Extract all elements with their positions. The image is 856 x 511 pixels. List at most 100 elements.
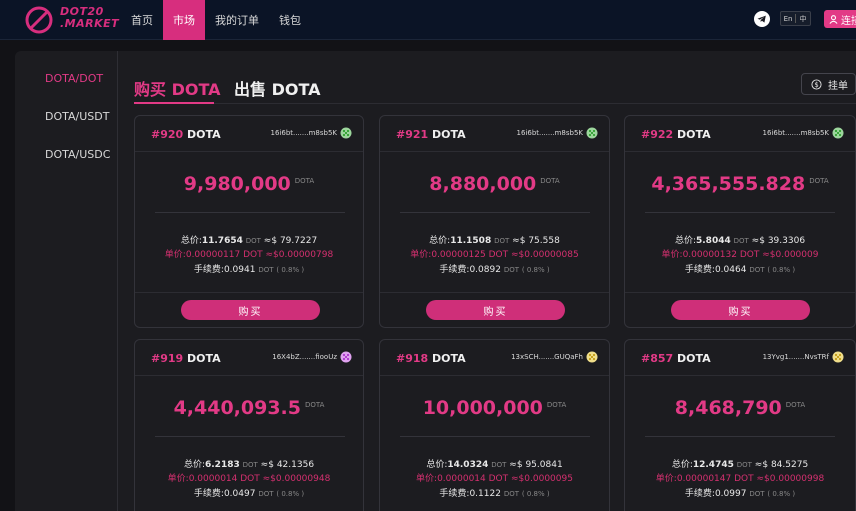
total-unit: DOT	[494, 237, 510, 245]
total-value: 12.4745	[692, 460, 734, 470]
fee-unit: DOT	[258, 266, 274, 274]
unit-price-unit: DOT	[739, 250, 760, 260]
amount-value: 8,468,790	[674, 397, 782, 419]
card-id: #922 DOTA	[641, 128, 711, 141]
nav-item-home[interactable]: 首页	[131, 14, 153, 27]
fee-value: 0.0464	[714, 265, 747, 275]
lang-en[interactable]: En	[783, 14, 793, 23]
card-header: #920 DOTA 16i6bt.......m8sb5K	[135, 116, 363, 152]
nav-item-wallet[interactable]: 钱包	[279, 14, 301, 27]
total-usd: 84.5275	[770, 460, 809, 470]
seller-address[interactable]: 16i6bt.......m8sb5K	[270, 129, 337, 137]
seller-address[interactable]: 13xSCH.......GUQaFh	[511, 353, 583, 361]
list-order-button[interactable]: $ 挂单	[801, 73, 856, 95]
total-label: 总价:	[674, 236, 696, 246]
total-label: 总价:	[671, 460, 693, 470]
card-divider	[645, 436, 835, 437]
tab-buy-dota[interactable]: 购买 DOTA	[134, 80, 221, 99]
unit-price-line: 单价:0.0000014 DOT ≈$0.00000948	[135, 471, 363, 484]
fee-rate: ( 0.8% )	[276, 490, 305, 498]
total-value: 6.2183	[205, 460, 240, 470]
card-header: #921 DOTA 16i6bt.......m8sb5K	[380, 116, 609, 152]
connect-wallet-button[interactable]: 连接	[824, 10, 856, 28]
unit-price-label: 单价:	[416, 474, 438, 484]
seller-address[interactable]: 16i6bt.......m8sb5K	[516, 129, 583, 137]
active-tab-indicator	[134, 102, 214, 104]
buy-button[interactable]: 购买	[181, 300, 320, 320]
lang-cn[interactable]: 中	[799, 14, 807, 23]
seller-avatar-icon	[586, 127, 598, 139]
total-label: 总价:	[180, 236, 202, 246]
lang-divider	[795, 14, 796, 23]
unit-price-approx: ≈$	[262, 474, 276, 484]
card-number: #921	[396, 128, 429, 141]
unit-price-usd: 0.00000998	[769, 474, 825, 484]
total-label: 总价:	[426, 460, 448, 470]
dot20-logo-icon[interactable]	[24, 5, 54, 35]
total-price-line: 总价:12.4745 DOT ≈$ 84.5275	[625, 457, 855, 470]
unit-price-approx: ≈$	[756, 474, 770, 484]
card-footer-divider	[135, 292, 363, 293]
nav-item-market[interactable]: 市场	[163, 0, 205, 40]
buy-button[interactable]: 购买	[426, 300, 565, 320]
pair-sidebar: DOTA/DOT DOTA/USDT DOTA/USDC	[15, 51, 118, 511]
fee-line: 手续费:0.0892 DOT ( 0.8% )	[380, 262, 609, 275]
card-number: #922	[641, 128, 674, 141]
unit-price-line: 单价:0.00000117 DOT ≈$0.00000798	[135, 247, 363, 260]
fee-line: 手续费:0.0497 DOT ( 0.8% )	[135, 486, 363, 499]
tab-sell-dota[interactable]: 出售 DOTA	[234, 80, 321, 99]
top-nav-bar: DOT20 .MARKET 首页 市场 我的订单 钱包 En 中 连接	[0, 0, 856, 40]
card-ticker: DOTA	[432, 352, 466, 365]
unit-price-value: 0.0000014	[188, 474, 238, 484]
amount-unit: DOTA	[785, 401, 806, 409]
card-header: #919 DOTA 16X4bZ.......fiooUz	[135, 340, 363, 376]
card-id: #919 DOTA	[151, 352, 221, 365]
buy-button[interactable]: 购买	[671, 300, 810, 320]
user-icon	[829, 14, 838, 24]
card-divider	[400, 436, 590, 437]
brand-name[interactable]: DOT20 .MARKET	[60, 6, 119, 30]
card-header: #857 DOTA 13Yvg1.......NvsTRf	[625, 340, 855, 376]
total-price-line: 总价:11.1508 DOT ≈$ 75.558	[380, 233, 609, 246]
total-usd: 79.7227	[279, 236, 318, 246]
unit-price-unit: DOT	[488, 474, 509, 484]
seller-address[interactable]: 16X4bZ.......fiooUz	[272, 353, 337, 361]
seller-address[interactable]: 13Yvg1.......NvsTRf	[762, 353, 829, 361]
sidebar-item-dota-usdt[interactable]: DOTA/USDT	[45, 110, 110, 123]
total-unit: DOT	[736, 461, 752, 469]
unit-price-approx: ≈$	[511, 250, 525, 260]
nav-item-my-orders[interactable]: 我的订单	[215, 14, 259, 27]
total-approx: ≈$	[260, 460, 274, 470]
fee-unit: DOT	[258, 490, 274, 498]
total-value: 11.1508	[450, 236, 492, 246]
unit-price-line: 单价:0.00000132 DOT ≈$0.000009	[625, 247, 855, 260]
brand-line-2: .MARKET	[60, 17, 120, 30]
listing-card: #921 DOTA 16i6bt.......m8sb5K 8,880,000 D…	[379, 115, 610, 328]
fee-rate: ( 0.8% )	[521, 490, 550, 498]
list-order-label: 挂单	[828, 80, 848, 92]
total-usd: 75.558	[528, 236, 560, 246]
unit-price-unit: DOT	[734, 474, 754, 484]
card-ticker: DOTA	[187, 128, 221, 141]
amount-value: 10,000,000	[422, 397, 543, 419]
card-ticker: DOTA	[677, 352, 711, 365]
sidebar-item-dota-dot[interactable]: DOTA/DOT	[45, 72, 104, 85]
total-value: 5.8044	[696, 236, 731, 246]
total-label: 总价:	[183, 460, 205, 470]
card-number: #857	[641, 352, 674, 365]
card-id: #857 DOTA	[641, 352, 711, 365]
card-number: #920	[151, 128, 184, 141]
total-usd: 42.1356	[276, 460, 315, 470]
card-header: #922 DOTA 16i6bt.......m8sb5K	[625, 116, 855, 152]
fee-unit: DOT	[503, 490, 520, 498]
total-label: 总价:	[429, 236, 451, 246]
sidebar-item-dota-usdc[interactable]: DOTA/USDC	[45, 148, 111, 161]
card-divider	[155, 212, 345, 213]
card-number: #918	[396, 352, 429, 365]
telegram-icon[interactable]	[754, 11, 770, 27]
seller-address[interactable]: 16i6bt.......m8sb5K	[762, 129, 829, 137]
language-switch[interactable]: En 中	[780, 11, 811, 26]
listing-card: #918 DOTA 13xSCH.......GUQaFh 10,000,000…	[379, 339, 610, 511]
listing-card: #922 DOTA 16i6bt.......m8sb5K 4,365,555.…	[624, 115, 856, 328]
listing-card: #857 DOTA 13Yvg1.......NvsTRf 8,468,790 D…	[624, 339, 856, 511]
